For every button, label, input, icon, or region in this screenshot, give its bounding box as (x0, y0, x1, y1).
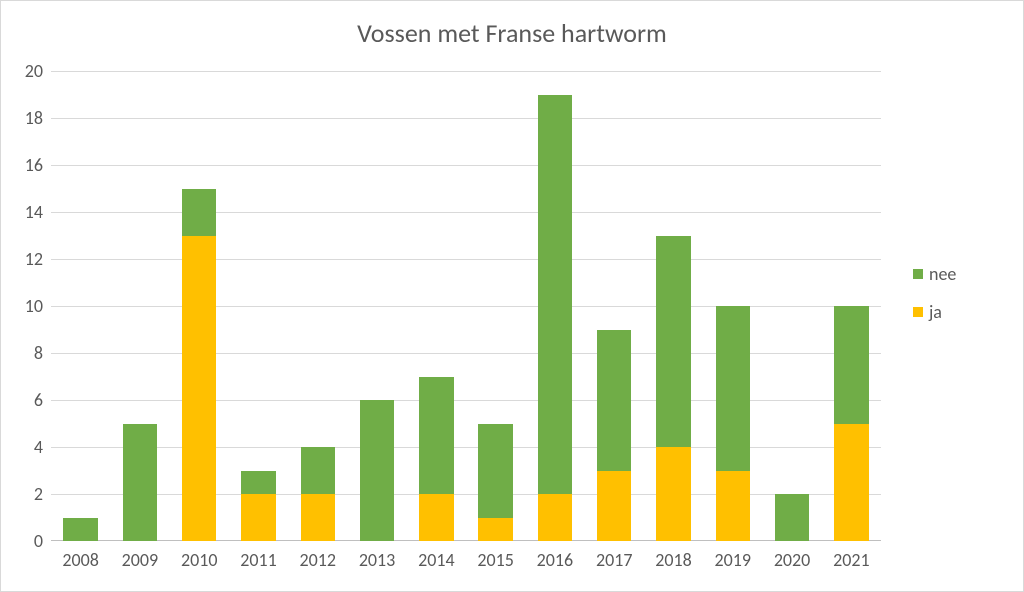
bar-segment-ja (301, 494, 335, 541)
category-slot (478, 71, 512, 541)
bar-segment-nee (123, 424, 157, 542)
x-tick-label: 2021 (833, 541, 870, 571)
x-tick-label: 2017 (596, 541, 633, 571)
bar-segment-nee (597, 330, 631, 471)
bar-segment-ja (538, 494, 572, 541)
category-slot (182, 71, 216, 541)
y-tick-label: 2 (34, 483, 51, 505)
y-tick-label: 6 (34, 389, 51, 411)
bar-segment-nee (63, 518, 97, 542)
category-slot (538, 71, 572, 541)
bar-segment-nee (478, 424, 512, 518)
x-tick-label: 2018 (655, 541, 692, 571)
category-slot (775, 71, 809, 541)
bar-segment-ja (419, 494, 453, 541)
gridline (51, 306, 881, 307)
y-tick-label: 18 (25, 107, 51, 129)
category-slot (360, 71, 394, 541)
x-tick-label: 2010 (181, 541, 218, 571)
bar-segment-nee (656, 236, 690, 448)
bar-segment-nee (538, 95, 572, 495)
gridline (51, 447, 881, 448)
category-slot (834, 71, 868, 541)
x-tick-label: 2020 (774, 541, 811, 571)
bar-segment-nee (775, 494, 809, 541)
bar-segment-nee (419, 377, 453, 495)
x-tick-label: 2012 (300, 541, 337, 571)
legend-label-nee: nee (929, 263, 956, 285)
x-tick-label: 2019 (715, 541, 752, 571)
y-tick-label: 8 (34, 342, 51, 364)
x-tick-label: 2014 (418, 541, 455, 571)
bar-segment-nee (360, 400, 394, 541)
x-axis (51, 540, 881, 541)
x-tick-label: 2011 (240, 541, 277, 571)
y-tick-label: 4 (34, 436, 51, 458)
y-tick-label: 10 (25, 295, 51, 317)
legend-swatch-ja (913, 307, 923, 317)
y-tick-label: 20 (25, 60, 51, 82)
y-tick-label: 12 (25, 248, 51, 270)
category-slot (301, 71, 335, 541)
bar-segment-ja (716, 471, 750, 542)
x-tick-label: 2008 (62, 541, 99, 571)
category-slot (123, 71, 157, 541)
legend: nee ja (913, 263, 956, 323)
bar-segment-nee (241, 471, 275, 495)
bar-segment-nee (301, 447, 335, 494)
gridline (51, 71, 881, 72)
y-tick-label: 16 (25, 154, 51, 176)
x-tick-label: 2013 (359, 541, 396, 571)
category-slot (241, 71, 275, 541)
plot-area: 0246810121416182020082009201020112012201… (51, 71, 881, 541)
gridline (51, 118, 881, 119)
gridline (51, 353, 881, 354)
legend-item-nee: nee (913, 263, 956, 285)
category-slot (716, 71, 750, 541)
bar-segment-nee (834, 306, 868, 424)
gridline (51, 400, 881, 401)
bar-segment-ja (597, 471, 631, 542)
gridline (51, 212, 881, 213)
category-slot (419, 71, 453, 541)
category-slot (597, 71, 631, 541)
chart-container: Vossen met Franse hartworm 0246810121416… (0, 0, 1024, 592)
x-tick-label: 2009 (122, 541, 159, 571)
x-tick-label: 2015 (477, 541, 514, 571)
bar-segment-ja (478, 518, 512, 542)
y-tick-label: 14 (25, 201, 51, 223)
legend-label-ja: ja (929, 301, 942, 323)
legend-swatch-nee (913, 269, 923, 279)
bar-segment-nee (182, 189, 216, 236)
bar-segment-ja (656, 447, 690, 541)
bar-segment-ja (834, 424, 868, 542)
gridline (51, 259, 881, 260)
category-slot (63, 71, 97, 541)
gridline (51, 165, 881, 166)
bar-segment-ja (182, 236, 216, 542)
bar-segment-nee (716, 306, 750, 471)
x-tick-label: 2016 (537, 541, 574, 571)
category-slot (656, 71, 690, 541)
chart-title: Vossen met Franse hartworm (1, 17, 1023, 49)
gridline (51, 494, 881, 495)
legend-item-ja: ja (913, 301, 956, 323)
y-tick-label: 0 (34, 530, 51, 552)
bar-segment-ja (241, 494, 275, 541)
